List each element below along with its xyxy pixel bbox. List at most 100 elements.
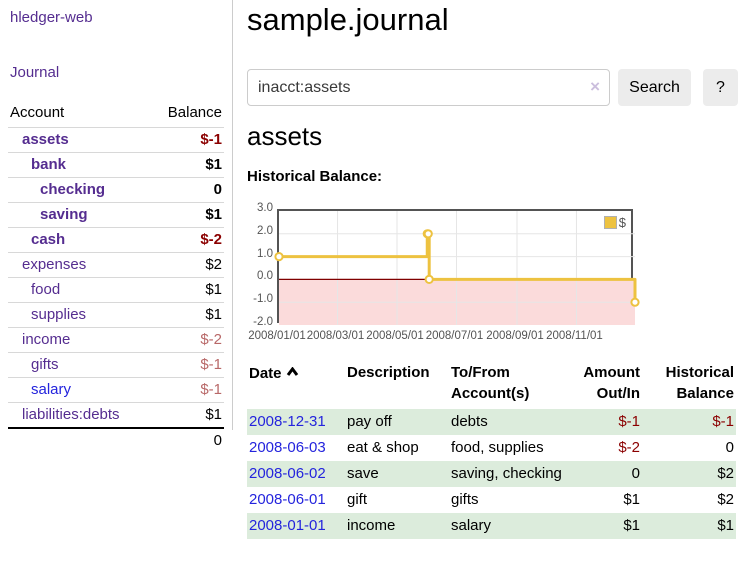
sidebar-account-link-income[interactable]: income [22, 331, 71, 348]
account-balance: $-1 [200, 131, 222, 148]
accounts-column-account: Account [10, 104, 65, 121]
legend-label: $ [618, 215, 626, 230]
register-header-balance-line1: Historical [665, 364, 734, 381]
account-balance: $-1 [200, 381, 222, 398]
help-button[interactable]: ? [703, 69, 738, 106]
account-row: liabilities:debts $1 [8, 402, 224, 427]
transaction-accounts: saving, checking [449, 461, 564, 487]
sidebar-account-link-assets[interactable]: assets [22, 131, 69, 148]
register-header-amount: Amount Out/In [564, 360, 642, 409]
account-balance: $-2 [200, 231, 222, 248]
account-balance: $-2 [200, 331, 222, 348]
register-header-amount-line2: Out/In [596, 385, 640, 402]
sidebar-account-link-gifts[interactable]: gifts [31, 356, 59, 373]
register-row: 2008-12-31 pay off debts $-1 $-1 [247, 409, 736, 435]
transaction-date-link[interactable]: 2008-01-01 [249, 517, 326, 534]
sidebar-account-link-food[interactable]: food [31, 281, 61, 298]
register-header-description: Description [347, 364, 430, 381]
transaction-date-link[interactable]: 2008-06-02 [249, 465, 326, 482]
historical-balance-chart: $ 3.0 2.0 1.0 0.0 -1.0 -2.0 2008/01/01 2008/03/… [247, 202, 742, 353]
transaction-accounts: gifts [451, 491, 479, 508]
account-balance: $1 [205, 306, 222, 323]
account-row: checking 0 [8, 177, 224, 202]
account-balance: $1 [205, 156, 222, 173]
transaction-accounts: food, supplies [451, 439, 544, 456]
register-header-date[interactable]: Date [247, 360, 345, 409]
register-header-accounts-line2: Account(s) [451, 385, 530, 402]
transaction-accounts: salary [449, 513, 564, 539]
register-table-wrap: Date Description To/From Account(s) Amou… [247, 360, 736, 539]
accounts-total-value: 0 [213, 432, 222, 449]
account-row: supplies $1 [8, 302, 224, 327]
search-input[interactable] [247, 69, 610, 106]
sidebar-account-link-supplies[interactable]: supplies [31, 306, 87, 323]
register-header-amount-line1: Amount [583, 364, 640, 381]
register-header-row: Date Description To/From Account(s) Amou… [247, 360, 736, 409]
transaction-description: income [345, 513, 449, 539]
chart-series-svg [274, 211, 640, 325]
y-axis-tick-label: 0.0 [257, 270, 273, 283]
sidebar-account-link-expenses[interactable]: expenses [22, 256, 87, 273]
account-row: saving $1 [8, 202, 224, 227]
account-balance: $1 [205, 206, 222, 223]
sidebar-account-link-salary[interactable]: salary [31, 381, 72, 398]
register-header-balance-line2: Balance [676, 385, 734, 402]
transaction-amount: $1 [623, 491, 640, 508]
transaction-amount: $-1 [564, 409, 642, 435]
account-row: income $-2 [8, 327, 224, 352]
sidebar-divider [232, 0, 233, 430]
sort-ascending-icon [286, 362, 299, 383]
transaction-date-link[interactable]: 2008-12-31 [249, 413, 326, 430]
account-row: bank $1 [8, 152, 224, 177]
register-row: 2008-06-03 eat & shop food, supplies $-2 0 [247, 435, 736, 461]
transaction-description: save [345, 461, 449, 487]
register-header-balance: Historical Balance [642, 360, 736, 409]
transaction-balance: $-1 [642, 409, 736, 435]
account-balance: 0 [213, 181, 222, 198]
page-title: sample.journal [247, 2, 449, 37]
transaction-date-link[interactable]: 2008-06-01 [249, 491, 326, 508]
x-axis-tick-label: 2008/07/01 [425, 330, 484, 342]
transaction-amount: 0 [564, 461, 642, 487]
accounts-rows: assets $-1 bank $1 checking 0 saving $1 cash $-2 e… [8, 127, 224, 427]
transaction-balance: $2 [717, 491, 734, 508]
search-button[interactable]: Search [618, 69, 691, 106]
chart-legend: $ [601, 214, 628, 231]
y-axis-tick-label: 2.0 [257, 224, 273, 237]
transaction-description: gift [347, 491, 368, 508]
x-axis-tick-label: 2008/01/01 [248, 330, 306, 342]
account-row: assets $-1 [8, 127, 224, 152]
accounts-total-row: 0 [8, 427, 224, 453]
transaction-date-link[interactable]: 2008-06-03 [249, 439, 326, 456]
transaction-amount: $-2 [618, 439, 640, 456]
sidebar-item-journal[interactable]: Journal [10, 64, 60, 81]
register-header-accounts: To/From Account(s) [449, 360, 564, 409]
sidebar-account-link-bank[interactable]: bank [31, 156, 67, 173]
account-balance: $1 [205, 281, 222, 298]
x-axis-tick-label: 2008/11/01 [546, 330, 603, 342]
transaction-balance: $1 [642, 513, 736, 539]
clear-search-icon[interactable]: × [590, 77, 600, 96]
brand-link[interactable]: hledger-web [10, 9, 93, 26]
account-heading: assets [247, 121, 323, 151]
transaction-balance: $2 [642, 461, 736, 487]
sidebar-account-link-liabilities-debts[interactable]: liabilities:debts [22, 406, 120, 423]
x-axis-tick-label: 2008/05/01 [366, 330, 424, 342]
y-axis-tick-label: 3.0 [257, 202, 273, 214]
y-axis-tick-label: 1.0 [257, 247, 273, 260]
account-row: food $1 [8, 277, 224, 302]
register-header-accounts-line1: To/From [451, 364, 510, 381]
sidebar-account-link-cash[interactable]: cash [31, 231, 66, 248]
chart-section-label: Historical Balance: [247, 168, 383, 185]
register-row: 2008-06-01 gift gifts $1 $2 [247, 487, 736, 513]
account-balance: $2 [205, 256, 222, 273]
sidebar-account-link-checking[interactable]: checking [40, 181, 106, 198]
accounts-table: Account Balance assets $-1 bank $1 checking 0… [8, 100, 224, 453]
account-balance: $1 [205, 406, 222, 423]
account-row: salary $-1 [8, 377, 224, 402]
account-row: gifts $-1 [8, 352, 224, 377]
sidebar-account-link-saving[interactable]: saving [40, 206, 88, 223]
legend-swatch-icon [603, 216, 617, 229]
chart-plot-area: $ [274, 209, 640, 325]
register-row: 2008-01-01 income salary $1 $1 [247, 513, 736, 539]
